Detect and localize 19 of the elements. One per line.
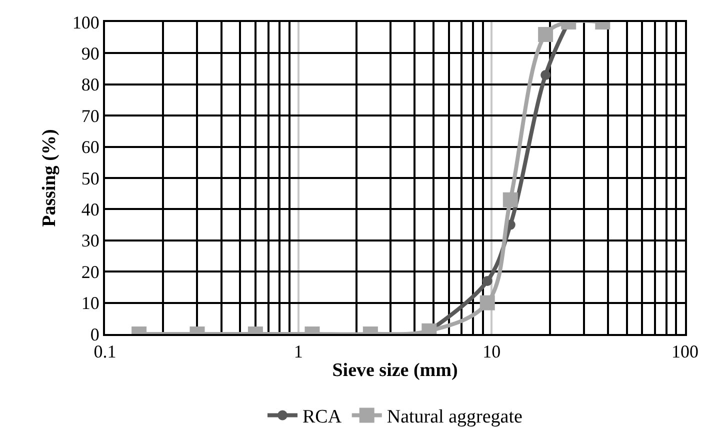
y-tick-label: 70 [81,106,100,126]
legend-label: RCA [302,406,342,428]
y-tick-label: 40 [81,200,100,220]
legend-label: Natural aggregate [386,406,522,428]
y-tick-label: 30 [81,230,100,251]
y-tick-label: 10 [81,293,100,314]
y-tick-label: 100 [72,12,100,32]
y-tick-label: 0 [90,324,100,344]
y-tick-label: 60 [81,137,100,158]
y-tick-label: 90 [81,44,100,64]
y-tick-label: 20 [81,262,100,282]
x-tick-label: 10 [482,342,501,362]
y-axis-title: Passing (%) [38,129,60,227]
y-tick-label: 80 [81,74,100,95]
x-tick-label: 0.1 [94,342,116,362]
x-tick-label: 1 [294,342,303,362]
x-tick-label: 100 [672,342,698,362]
y-tick-label: 50 [81,168,100,188]
x-axis-title: Sieve size (mm) [332,360,458,381]
